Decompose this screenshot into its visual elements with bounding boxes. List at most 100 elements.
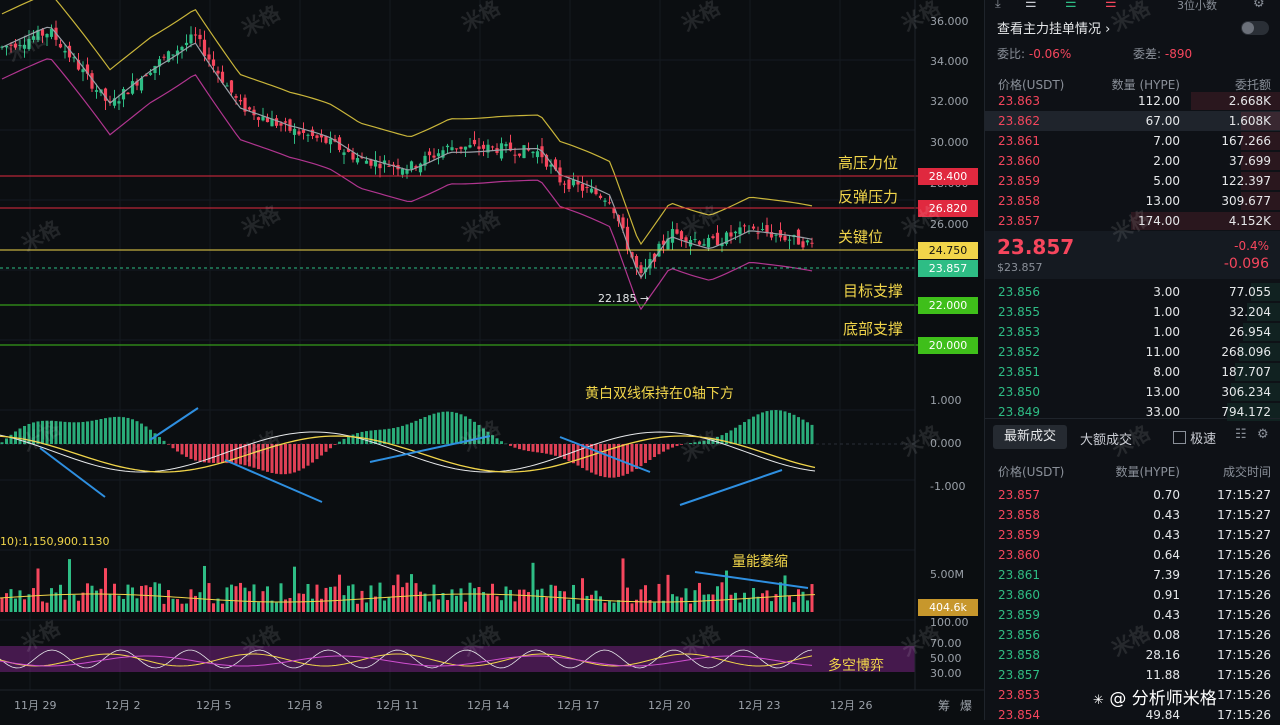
candle: [284, 121, 287, 122]
arrow-icon[interactable]: ⤓: [995, 0, 1001, 11]
speed-checkbox[interactable]: 极速: [1173, 428, 1216, 447]
candle: [239, 100, 242, 101]
price: 23.856: [998, 285, 1040, 299]
candle: [432, 156, 435, 158]
macd-bar: [599, 444, 602, 476]
bids-icon[interactable]: ☰: [1065, 0, 1077, 11]
footer-brand: ✳ @ 分析师米格: [1093, 684, 1217, 709]
volume-bar: [545, 597, 548, 612]
qty: 11.00: [1105, 345, 1180, 359]
price: 23.856: [998, 628, 1040, 642]
weicha: 委差: -890: [1133, 45, 1192, 62]
trade-qty-select[interactable]: 数量(HYPE): [1105, 463, 1180, 480]
candle: [365, 161, 368, 164]
x-axis-label: 12月 17: [557, 697, 600, 713]
toggle-switch[interactable]: [1241, 21, 1269, 35]
tab-large-trades[interactable]: 大额成交: [1080, 429, 1132, 448]
filter-icon[interactable]: ☷: [1235, 427, 1247, 442]
rsi-axis-label: 30.00: [930, 667, 962, 680]
volume-bar: [190, 589, 193, 612]
precision-select[interactable]: 3位小数: [1177, 0, 1217, 13]
book-icon[interactable]: ☰: [1025, 0, 1037, 11]
volume-bar: [604, 603, 607, 612]
volume-bar: [770, 601, 773, 612]
qty: 1.00: [1105, 325, 1180, 339]
price: 23.849: [998, 405, 1040, 419]
volume-bar: [185, 604, 188, 612]
volume-bar: [689, 604, 692, 612]
candle: [599, 196, 602, 198]
macd-bar: [104, 418, 107, 444]
volume-bar: [163, 604, 166, 612]
macd-bar: [653, 444, 656, 457]
volume-bar: [568, 600, 571, 612]
amount: 17:15:26: [1175, 648, 1271, 662]
macd-bar: [316, 444, 319, 459]
volume-bar: [680, 598, 683, 612]
trades-header: 价格(USDT) 数量(HYPE) 成交时间: [985, 460, 1280, 480]
amount: 17:15:26: [1175, 668, 1271, 682]
macd-bar: [109, 417, 112, 444]
volume-bar: [496, 596, 499, 612]
macd-bar: [631, 444, 634, 472]
y-axis-label: 32.000: [930, 95, 969, 108]
candle: [698, 241, 701, 244]
x-axis-label: 12月 26: [830, 697, 873, 713]
chip-button[interactable]: 筹: [938, 697, 950, 714]
qty: 28.16: [1105, 648, 1180, 662]
qty: 174.00: [1105, 214, 1180, 228]
candle: [603, 201, 606, 202]
volume-bar: [586, 596, 589, 612]
volume-bar: [761, 593, 764, 612]
candle: [18, 45, 21, 46]
settings-icon[interactable]: ⚙: [1257, 427, 1269, 442]
price: 23.860: [998, 548, 1040, 562]
volume-bar: [50, 588, 53, 612]
brand-logo-icon: ✳: [1093, 693, 1104, 708]
macd-bar: [739, 425, 742, 444]
settings-icon[interactable]: ⚙: [1253, 0, 1265, 11]
macd-bar: [518, 444, 521, 449]
volume-bar: [176, 599, 179, 612]
volume-bar: [82, 593, 85, 612]
macd-bar: [122, 417, 125, 444]
volume-bar: [68, 559, 71, 612]
explode-button[interactable]: 爆: [960, 697, 972, 714]
x-axis-label: 12月 11: [376, 697, 419, 713]
macd-bar: [635, 444, 638, 469]
amount: 167.266: [1175, 134, 1271, 148]
volume-bar: [599, 596, 602, 612]
order-title[interactable]: 查看主力挂单情况 ›: [997, 18, 1110, 37]
tab-latest-trades[interactable]: 最新成交: [993, 425, 1067, 449]
chart-area[interactable]: 36.00034.00032.00030.00028.00026.00028.4…: [0, 0, 984, 720]
candlestick-chart[interactable]: [0, 0, 984, 720]
last-price: 23.857: [997, 235, 1074, 259]
price: 23.859: [998, 174, 1040, 188]
level-price-tag: 24.750: [918, 242, 978, 259]
asks-icon[interactable]: ☰: [1105, 0, 1117, 11]
